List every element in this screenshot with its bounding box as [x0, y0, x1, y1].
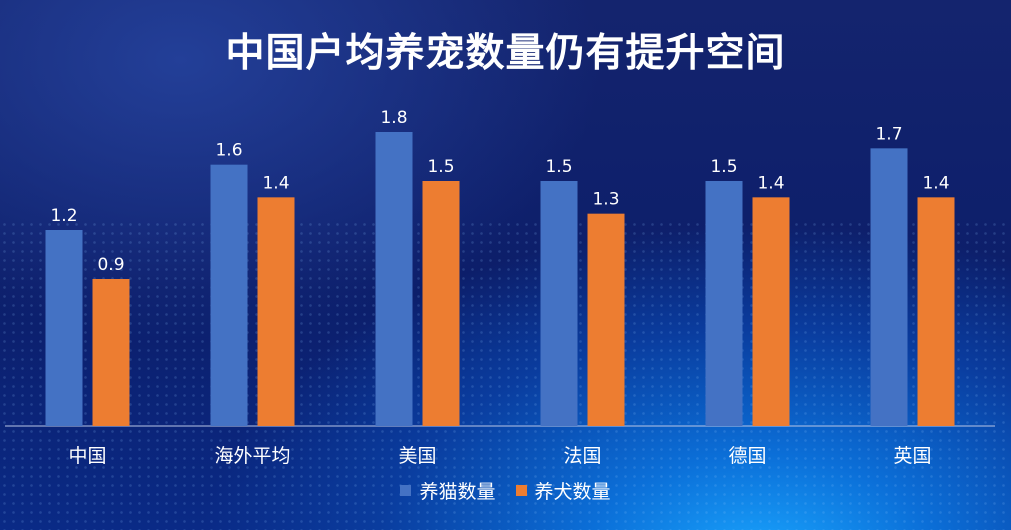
data-label-dogs-4: 1.4 — [757, 173, 784, 193]
category-label-4: 德国 — [728, 445, 766, 467]
bar-dogs-0 — [92, 279, 130, 426]
legend-swatch-cats — [400, 485, 412, 496]
bar-cats-4 — [705, 181, 743, 426]
data-label-dogs-2: 1.5 — [427, 157, 454, 177]
data-label-cats-5: 1.7 — [875, 124, 902, 144]
bar-cats-1 — [210, 164, 248, 426]
chart-title: 中国户均养宠数量仍有提升空间 — [225, 31, 786, 76]
data-label-cats-1: 1.6 — [215, 141, 242, 161]
bar-cats-2 — [375, 132, 413, 426]
bar-dogs-3 — [587, 213, 625, 426]
legend-swatch-dogs — [515, 485, 527, 496]
legend-label-dogs: 养犬数量 — [534, 481, 611, 503]
bar-dogs-4 — [752, 197, 790, 426]
data-label-cats-3: 1.5 — [545, 157, 572, 177]
legend-item-dogs: 养犬数量 — [515, 477, 611, 504]
data-label-dogs-3: 1.3 — [592, 190, 619, 210]
bar-dogs-1 — [257, 197, 295, 426]
category-label-0: 中国 — [68, 445, 106, 467]
legend-item-cats: 养猫数量 — [400, 477, 495, 504]
data-label-cats-4: 1.5 — [710, 157, 737, 177]
bar-dogs-5 — [917, 197, 955, 426]
dot-pattern — [0, 220, 1011, 530]
data-label-dogs-0: 0.9 — [97, 255, 124, 275]
data-label-dogs-1: 1.4 — [262, 173, 289, 193]
category-label-1: 海外平均 — [214, 445, 290, 467]
legend: 养猫数量 养犬数量 — [0, 477, 1011, 504]
bar-cats-3 — [540, 181, 578, 426]
data-label-cats-2: 1.8 — [380, 108, 407, 128]
data-label-dogs-5: 1.4 — [922, 173, 949, 193]
bar-cats-5 — [870, 148, 908, 427]
legend-label-cats: 养猫数量 — [419, 481, 496, 503]
bar-cats-0 — [45, 230, 83, 426]
category-label-3: 法国 — [563, 445, 601, 467]
category-label-2: 美国 — [398, 445, 436, 467]
bar-dogs-2 — [422, 181, 460, 426]
data-label-cats-0: 1.2 — [50, 206, 77, 226]
category-label-5: 英国 — [893, 445, 931, 467]
